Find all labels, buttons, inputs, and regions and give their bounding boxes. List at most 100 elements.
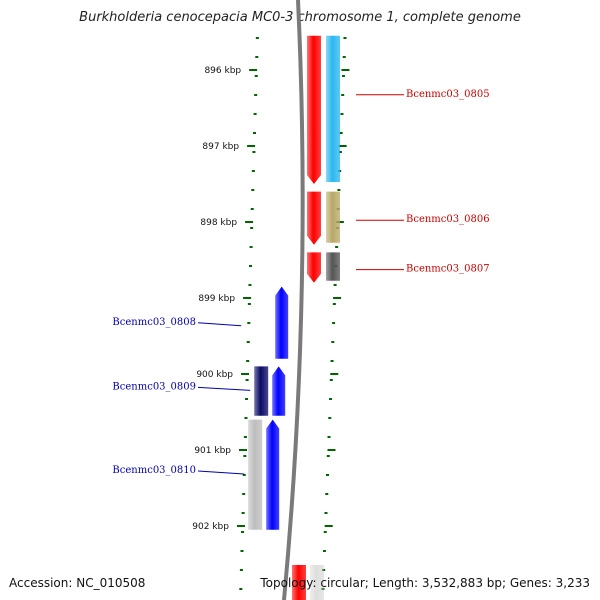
gene-bcenmc03_0806-partner[interactable] [326,191,340,243]
inner-tick-dot [241,512,245,514]
inner-tick-dot [246,360,250,362]
tick-label-898: 898 kbp [200,218,237,228]
gene-bcenmc03_0807-block[interactable] [307,252,321,283]
tick-label-897: 897 kbp [202,142,239,152]
outer-tick-dot [327,436,331,438]
major-tick [236,525,245,527]
outer-tick-dot [325,493,329,495]
inner-tick-dot [239,569,243,571]
outer-tick-dot [330,360,334,362]
inner-tick-dot [254,75,258,77]
gene-bcenmc03_0810-leader [197,470,245,475]
outer-tick-dot [340,113,344,115]
inner-tick-dot [250,208,254,210]
gene-bcenmc03_0805-partner[interactable] [326,35,340,182]
gene-bcenmc03_0805-block[interactable] [307,35,321,184]
inner-tick-dot [244,417,248,419]
outer-tick-dot [335,246,339,248]
outer-tick-dot [342,56,346,58]
gene-bcenmc03_0810-label[interactable]: Bcenmc03_0810 [112,465,196,476]
inner-tick-dot [247,322,251,324]
outer-major-tick [324,525,333,527]
inner-tick-dot [239,588,243,590]
inner-tick-dot [250,227,254,229]
outer-tick-dot [337,189,341,191]
outer-tick-dot [332,322,336,324]
tick-label-901: 901 kbp [194,446,231,456]
outer-tick-dot [329,398,333,400]
outer-tick-dot [326,474,329,476]
tick-label-900: 900 kbp [196,370,233,380]
major-tick [245,221,254,223]
outer-major-tick [338,145,347,147]
inner-tick-dot [242,493,246,495]
gene-bcenmc03_0805-label[interactable]: Bcenmc03_0805 [406,89,490,100]
outer-tick-dot [338,151,342,153]
gene-bcenmc03_0809-partner[interactable] [254,366,269,416]
chromosome-backbone [282,0,305,600]
outer-tick-dot [339,132,343,134]
outer-tick-dot [324,512,328,514]
tick-label-902: 902 kbp [192,522,229,532]
partial-gene-partner [310,565,324,600]
tick-label-899: 899 kbp [198,294,235,304]
outer-tick-dot [331,341,335,343]
gene-bcenmc03_0808-block[interactable] [275,286,289,359]
gene-bcenmc03_0807-label[interactable]: Bcenmc03_0807 [406,264,490,275]
inner-tick-dot [248,284,252,286]
outer-tick-dot [343,37,347,39]
inner-tick-dot [251,170,255,172]
major-tick [241,373,250,375]
outer-major-tick [330,373,339,375]
outer-tick-dot [341,75,345,77]
accession-text: Accession: NC_010508 [9,576,146,590]
outer-tick-dot [333,284,337,286]
inner-tick-dot [240,550,244,552]
inner-tick-dot [251,189,255,191]
inner-tick-dot [253,132,257,134]
partial-gene-block [292,565,306,600]
inner-tick-dot [255,56,259,58]
inner-tick-dot [253,113,257,115]
inner-tick-dot [245,398,249,400]
major-tick [249,69,258,71]
outer-major-tick [327,449,336,451]
gene-bcenmc03_0809-leader [197,386,251,391]
inner-tick-dot [243,455,247,457]
gene-bcenmc03_0810-partner[interactable] [248,419,263,530]
inner-tick-dot [254,94,258,96]
topology-text: Topology: circular; Length: 3,532,883 bp… [260,576,590,590]
major-tick [239,449,247,451]
tick-label-896: 896 kbp [204,66,241,76]
major-tick [247,145,256,147]
outer-tick-dot [329,379,333,381]
outer-tick-dot [328,417,332,419]
outer-major-tick [341,69,350,71]
gene-bcenmc03_0808-label[interactable]: Bcenmc03_0808 [112,317,196,328]
inner-tick-dot [252,151,256,153]
gene-bcenmc03_0809-block[interactable] [272,366,286,416]
inner-tick-dot [241,531,245,533]
outer-tick-dot [323,531,327,533]
major-tick [243,297,252,299]
gene-bcenmc03_0806-block[interactable] [307,191,321,245]
inner-tick-dot [245,379,249,381]
gene-bcenmc03_0810-block[interactable] [266,419,280,530]
outer-major-tick [333,297,342,299]
gene-bcenmc03_0809-label[interactable]: Bcenmc03_0809 [112,381,196,392]
inner-tick-dot [255,37,259,39]
inner-tick-dot [242,474,246,476]
outer-tick-dot [322,550,326,552]
inner-tick-dot [249,265,253,267]
inner-tick-dot [249,246,253,248]
outer-tick-dot [332,303,336,305]
inner-tick-dot [246,341,250,343]
outer-tick-dot [326,455,330,457]
outer-tick-dot [341,94,345,96]
inner-tick-dot [247,303,251,305]
gene-bcenmc03_0807-partner[interactable] [326,252,340,281]
gene-bcenmc03_0806-label[interactable]: Bcenmc03_0806 [406,214,490,225]
gene-bcenmc03_0808-leader [197,322,242,327]
